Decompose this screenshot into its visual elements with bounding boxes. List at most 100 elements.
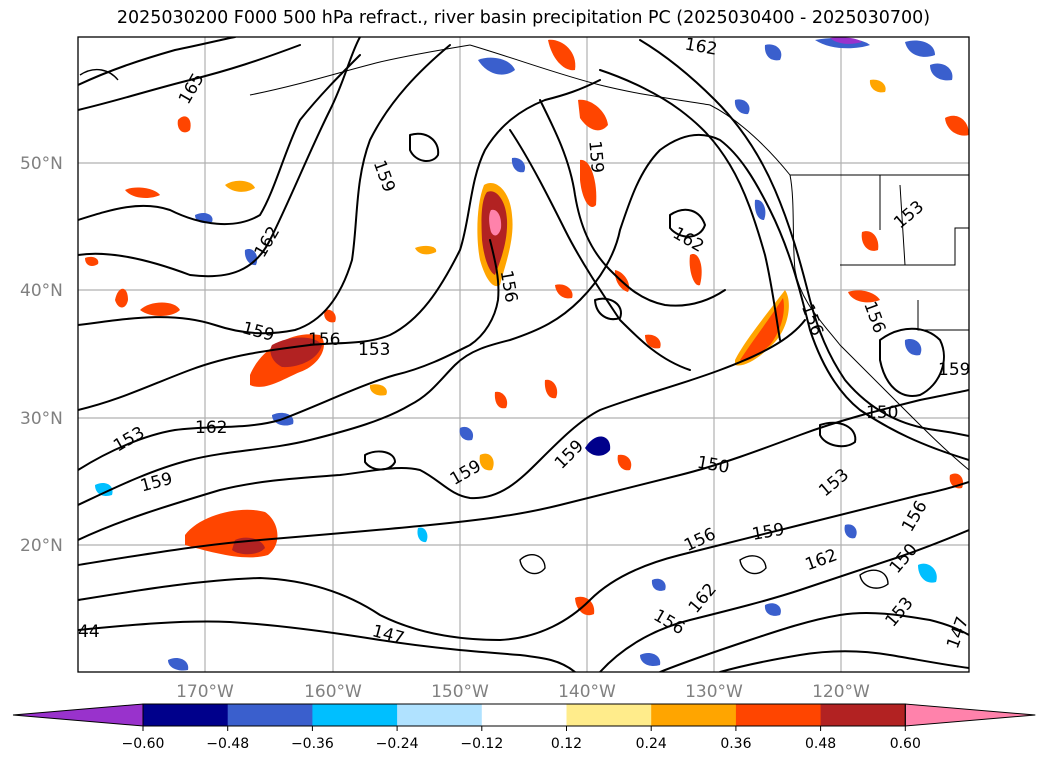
contour-line — [78, 239, 500, 471]
colorbar-segment — [566, 704, 652, 726]
precip-blob-positive — [415, 245, 437, 255]
precip-blob-positive — [544, 379, 558, 399]
lon-label-150w: 150°W — [431, 682, 489, 702]
lon-label-120w: 120°W — [812, 682, 870, 702]
contour-line — [659, 611, 969, 672]
lon-label-160w: 160°W — [304, 682, 362, 702]
contour-closed — [364, 450, 396, 471]
precip-blob-negative — [168, 658, 189, 671]
colorbar-tick-label: 0.12 — [551, 736, 582, 752]
colorbar-segments — [12, 703, 1036, 727]
colorbar-tick-label: 0.48 — [805, 736, 836, 752]
contour-labels: 165 162 162 162 162 162 162 159 159 159 … — [78, 35, 970, 651]
colorbar-tick-label: −0.12 — [460, 736, 503, 752]
colorbar-segment — [481, 704, 567, 726]
precip-blob-negative — [764, 44, 782, 61]
colorbar-segment — [397, 704, 483, 726]
lon-label-130w: 130°W — [685, 682, 743, 702]
colorbar-segment — [820, 704, 906, 726]
colorbar-segment — [651, 704, 737, 726]
precip-blob-positive — [489, 209, 502, 236]
contour-line — [78, 620, 576, 672]
precip-blob-negative — [904, 339, 922, 356]
contour-line — [599, 529, 969, 672]
contour-line — [78, 389, 969, 566]
contour-line — [639, 39, 969, 437]
contour-line — [78, 37, 361, 278]
map-frame — [77, 36, 970, 673]
colorbar-tick-label: 0.36 — [720, 736, 751, 752]
precip-blob-positive — [494, 391, 508, 409]
contour-closed — [669, 208, 706, 238]
colorbar-tick-label: −0.48 — [206, 736, 249, 752]
contour-line — [78, 44, 451, 335]
contour-closed — [879, 327, 945, 397]
precip-shading — [85, 37, 969, 671]
precip-blob-negative — [640, 653, 661, 666]
contour-label: 153 — [358, 340, 390, 360]
contour-label: 159 — [938, 360, 970, 380]
lat-label-40n: 40°N — [20, 281, 63, 301]
precip-blob-negative — [930, 63, 953, 81]
precip-blob-positive — [740, 298, 784, 362]
precip-blob-positive — [479, 453, 494, 471]
contour-line — [78, 319, 806, 541]
precip-blob-positive — [324, 309, 336, 323]
precip-blob-negative — [905, 40, 935, 57]
precip-blob-positive — [580, 159, 597, 208]
contour-label: 156 — [308, 330, 340, 350]
precip-blob-positive — [115, 288, 128, 308]
precip-blob-positive — [869, 79, 886, 93]
contour-line — [78, 44, 301, 111]
lat-label-50n: 50°N — [20, 154, 63, 174]
precip-blob-negative — [844, 524, 857, 539]
coastlines — [249, 44, 969, 471]
precip-blob-negative — [734, 99, 750, 115]
contour-closed — [519, 554, 546, 575]
contour-line — [78, 37, 236, 86]
contour-closed — [859, 569, 889, 589]
contour-line — [78, 79, 601, 411]
colorbar: −0.60 −0.48 −0.36 −0.24 −0.12 0.12 0.24 0.36 0.4… — [12, 703, 1036, 752]
precip-blob-negative — [830, 37, 862, 44]
precip-blob-negative — [511, 157, 526, 173]
precip-blob-negative — [754, 199, 766, 220]
colorbar-outline — [142, 703, 906, 727]
contour-closed — [739, 555, 767, 575]
precip-blob-negative — [417, 527, 428, 543]
contour-label: 162 — [683, 35, 718, 60]
contour-label: 162 — [195, 418, 227, 438]
contour-label: 159 — [584, 140, 607, 174]
state-boundary — [840, 227, 969, 266]
lat-label-20n: 20°N — [20, 536, 63, 556]
precip-blob-negative — [918, 563, 937, 583]
colorbar-extend-min — [12, 703, 144, 727]
precip-blob-positive — [645, 334, 661, 349]
colorbar-segment — [143, 704, 229, 726]
precip-blob-positive — [578, 99, 608, 131]
colorbar-extend-max — [904, 703, 1036, 727]
precip-blob-positive — [140, 302, 180, 316]
precip-blob-positive — [85, 256, 99, 266]
colorbar-tick-label: −0.60 — [122, 736, 165, 752]
precip-blob-positive — [125, 187, 160, 198]
lat-label-30n: 30°N — [20, 409, 63, 429]
contour-line — [78, 481, 969, 641]
contour-closed — [409, 132, 440, 162]
colorbar-ticks — [142, 726, 906, 731]
precip-blob-negative — [459, 426, 474, 441]
colorbar-segment — [312, 704, 398, 726]
latitude-labels: 50°N 40°N 30°N 20°N — [20, 154, 63, 556]
contour-line — [78, 133, 969, 506]
colorbar-segment — [227, 704, 313, 726]
precip-blob-positive — [225, 180, 255, 192]
map-title: 2025030200 F000 500 hPa refract., river … — [116, 8, 931, 28]
colorbar-tick-label: 0.60 — [890, 736, 921, 752]
precip-blob-positive — [617, 454, 632, 471]
contour-closed — [819, 421, 857, 448]
lon-label-140w: 140°W — [558, 682, 616, 702]
colorbar-segment — [735, 704, 822, 726]
contour-line — [79, 68, 119, 81]
contour-line — [599, 69, 781, 341]
